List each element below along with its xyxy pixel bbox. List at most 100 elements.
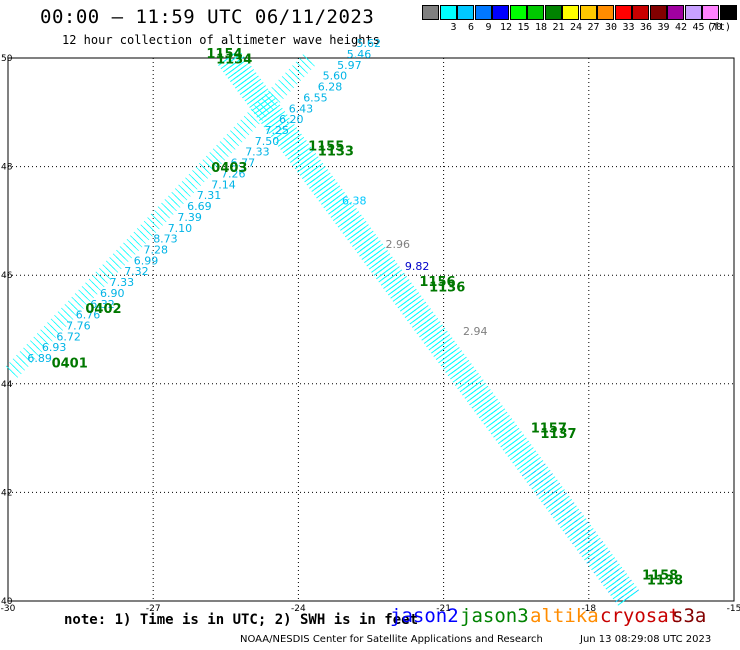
legend-label: 70 bbox=[710, 22, 723, 33]
track-a-mark: | bbox=[407, 308, 418, 317]
track-a-mark: | bbox=[531, 456, 542, 465]
legend-label: 12 bbox=[500, 22, 513, 33]
track-b-mark: | bbox=[102, 264, 110, 272]
track-b-mark: | bbox=[97, 280, 105, 288]
track-a-mark: | bbox=[272, 112, 283, 121]
track-b-mark: | bbox=[15, 354, 23, 362]
track-b-mark: | bbox=[198, 162, 206, 170]
track-b-mark: | bbox=[88, 278, 96, 286]
track-a-mark: | bbox=[624, 582, 635, 591]
track-a-mark: | bbox=[345, 218, 356, 227]
track-b-mark: | bbox=[212, 148, 220, 156]
track-b-mark: | bbox=[129, 241, 137, 249]
track-a-mark: | bbox=[246, 77, 257, 86]
track-b-mark: | bbox=[70, 309, 78, 317]
track-a-mark: | bbox=[435, 352, 446, 361]
track-a-mark: | bbox=[364, 244, 375, 253]
track-a-mark: | bbox=[310, 164, 321, 173]
track-a-mark: | bbox=[483, 411, 494, 420]
pass-time-label: 1156 bbox=[419, 275, 455, 290]
track-b-mark: | bbox=[71, 296, 79, 304]
legend-swatch bbox=[719, 5, 737, 20]
track-b-mark: | bbox=[301, 67, 309, 75]
track-a-mark: | bbox=[359, 243, 370, 252]
track-a-mark: | bbox=[317, 179, 328, 188]
track-a-mark: | bbox=[615, 589, 626, 598]
track-b-mark: | bbox=[43, 332, 51, 340]
track-a-mark: | bbox=[468, 377, 479, 386]
track-a-mark: | bbox=[386, 273, 397, 282]
track-b-mark: | bbox=[46, 328, 54, 336]
track-a-mark: | bbox=[518, 465, 529, 474]
track-a-mark: | bbox=[396, 280, 407, 289]
track-a-mark: | bbox=[407, 302, 418, 311]
track-b-mark: | bbox=[250, 115, 258, 123]
track-a-mark: | bbox=[486, 409, 497, 418]
track-a-mark: | bbox=[524, 446, 535, 455]
track-a-mark: | bbox=[388, 262, 399, 271]
track-a-mark: | bbox=[559, 500, 570, 509]
track-a-mark: | bbox=[219, 61, 230, 70]
track-a-mark: | bbox=[497, 436, 508, 445]
track-a-mark: | bbox=[290, 129, 301, 138]
track-a-mark: | bbox=[399, 298, 410, 307]
track-b-mark: | bbox=[229, 130, 237, 138]
track-b-mark: | bbox=[156, 212, 164, 220]
track-a-mark: | bbox=[238, 73, 249, 82]
track-b-mark: | bbox=[5, 365, 13, 373]
track-b-mark: | bbox=[22, 353, 30, 361]
track-b-mark: | bbox=[25, 350, 33, 358]
track-a-mark: | bbox=[415, 312, 426, 321]
track-b-mark: | bbox=[53, 314, 61, 322]
track-a-mark: | bbox=[443, 356, 454, 365]
track-b-mark: | bbox=[112, 259, 120, 267]
track-a-mark: | bbox=[353, 222, 364, 231]
track-a-mark: | bbox=[542, 478, 553, 487]
track-a-mark: | bbox=[355, 231, 366, 240]
track-a-mark: | bbox=[315, 191, 326, 200]
track-b-mark: | bbox=[259, 110, 267, 118]
track-a-mark: | bbox=[543, 472, 554, 481]
track-a-mark: | bbox=[390, 265, 401, 274]
track-a-mark: | bbox=[370, 265, 381, 274]
track-a-mark: | bbox=[622, 579, 633, 588]
legend-label: 6 bbox=[468, 22, 475, 33]
track-a-mark: | bbox=[396, 300, 407, 309]
track-b-mark: | bbox=[277, 92, 285, 100]
track-b-mark: | bbox=[294, 74, 302, 82]
track-a-mark: | bbox=[588, 539, 599, 548]
track-a-mark: | bbox=[567, 504, 578, 513]
track-a-mark: | bbox=[388, 276, 399, 285]
track-a-mark: | bbox=[466, 389, 477, 398]
track-a-mark: | bbox=[618, 587, 629, 596]
track-b-mark: | bbox=[256, 107, 264, 115]
track-b-mark: | bbox=[84, 295, 92, 303]
track-a-mark: | bbox=[404, 290, 415, 299]
track-a-mark: | bbox=[574, 514, 585, 523]
track-a-mark: | bbox=[576, 537, 587, 546]
track-b-mark: | bbox=[84, 288, 92, 296]
swh-label: 7.50 bbox=[255, 135, 279, 148]
track-a-mark: | bbox=[623, 593, 634, 602]
track-a-mark: | bbox=[292, 153, 303, 162]
track-a-mark: | bbox=[457, 376, 468, 385]
track-a-mark: | bbox=[333, 187, 344, 196]
track-a-mark: | bbox=[342, 200, 353, 209]
track-b-mark: | bbox=[26, 343, 34, 351]
track-b-mark: | bbox=[228, 143, 236, 151]
track-b-mark: | bbox=[46, 335, 54, 343]
track-a-mark: | bbox=[518, 445, 529, 454]
pass-time-label: 1157 bbox=[531, 422, 567, 437]
track-a-mark: | bbox=[492, 410, 503, 419]
track-a-mark: | bbox=[571, 536, 582, 545]
track-b-mark: | bbox=[174, 188, 182, 196]
track-b-mark: | bbox=[22, 347, 30, 355]
satellite-jason2: jason2 bbox=[390, 605, 459, 627]
track-a-mark: | bbox=[458, 370, 469, 379]
track-b-mark: | bbox=[91, 274, 99, 282]
track-a-mark: | bbox=[444, 345, 455, 354]
track-a-mark: | bbox=[371, 259, 382, 268]
track-a-mark: | bbox=[254, 101, 265, 110]
track-a-mark: | bbox=[277, 119, 288, 128]
pass-time-label: 1158 bbox=[642, 568, 678, 583]
